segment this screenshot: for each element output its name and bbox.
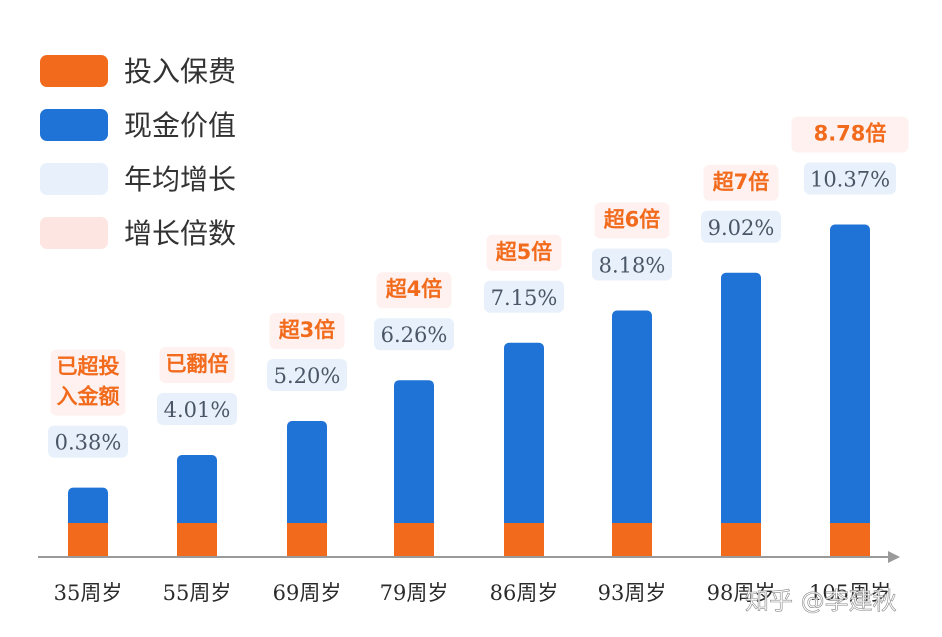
multiple-bubble <box>791 116 909 153</box>
x-tick-label: 69周岁 <box>273 581 342 605</box>
multiple-bubble <box>703 164 779 201</box>
bar-cash-value-5 <box>504 342 544 531</box>
growth-multiple-label: 超7倍 <box>713 170 770 194</box>
annual-growth-label: 6.26% <box>381 323 448 347</box>
growth-bubble <box>48 425 128 458</box>
growth-bubble <box>804 162 896 195</box>
x-tick-label: 105周岁 <box>809 581 891 605</box>
bar-premium-2 <box>177 523 217 557</box>
bar-cash-value-4 <box>394 380 434 531</box>
multiple-bubble <box>594 202 670 239</box>
x-axis-labels: 35周岁 55周岁 69周岁 79周岁 86周岁 93周岁 98周岁 105周岁 <box>54 581 891 605</box>
growth-bubble <box>157 393 237 425</box>
multiple-bubble <box>159 347 235 383</box>
multiple-bubble <box>50 349 126 416</box>
growth-multiple-label: 超6倍 <box>604 208 661 232</box>
growth-bubble <box>484 280 564 313</box>
growth-multiple-label: 超3倍 <box>279 318 336 342</box>
annual-growth-label: 4.01% <box>164 398 231 422</box>
bar-cash-value-7 <box>721 272 761 531</box>
bar-premium-6 <box>612 523 652 557</box>
legend-label-1: 投入保费 <box>124 55 236 88</box>
x-tick-label: 79周岁 <box>380 581 449 605</box>
bar-premium-5 <box>504 523 544 557</box>
x-tick-label: 93周岁 <box>598 581 667 605</box>
growth-multiple-label: 超5倍 <box>496 240 553 264</box>
bar-cash-value-8 <box>830 224 870 532</box>
legend-label-4: 增长倍数 <box>124 217 236 250</box>
bar-cash-value-1 <box>68 487 108 531</box>
growth-bubble <box>374 318 454 351</box>
bar-premium-4 <box>394 523 434 557</box>
annual-growth-label: 10.37% <box>810 167 890 191</box>
growth-bubble <box>592 248 672 281</box>
x-tick-label: 86周岁 <box>490 581 559 605</box>
multiple-bubble <box>486 234 562 271</box>
x-tick-label: 35周岁 <box>54 581 123 605</box>
x-tick-label: 55周岁 <box>163 581 232 605</box>
x-tick-label: 98周岁 <box>707 581 776 605</box>
bar-premium-7 <box>721 523 761 557</box>
bar-premium-8 <box>830 523 870 557</box>
bar-cash-value-3 <box>287 421 327 531</box>
annual-growth-label: 9.02% <box>708 216 775 240</box>
legend-swatch-1 <box>40 55 108 87</box>
multiple-bubble <box>269 313 345 349</box>
growth-multiple-label: 入金额 <box>57 385 120 409</box>
legend-label-2: 现金价值 <box>124 109 236 142</box>
bar-premium-3 <box>287 523 327 557</box>
growth-bubble <box>267 359 347 391</box>
bar-premium-1 <box>68 523 108 557</box>
legend-swatch-2 <box>40 109 108 141</box>
watermark: 知乎 @李建秋 <box>745 587 897 615</box>
annual-growth-label: 5.20% <box>274 364 341 388</box>
growth-multiple-label: 超4倍 <box>386 277 443 301</box>
growth-multiple-label: 8.78倍 <box>814 121 887 145</box>
bar-cash-value-6 <box>612 310 652 531</box>
x-axis-arrow <box>888 551 900 563</box>
bars <box>68 224 870 557</box>
growth-multiple-label: 已超投 <box>57 355 120 379</box>
growth-bubble <box>701 210 781 243</box>
bar-cash-value-2 <box>177 455 217 531</box>
legend-swatch-3 <box>40 163 108 195</box>
annual-growth-label: 0.38% <box>55 431 122 455</box>
multiple-bubble <box>376 272 452 309</box>
annual-growth-label: 7.15% <box>491 286 558 310</box>
growth-multiple-label: 已翻倍 <box>166 352 229 376</box>
legend-label-3: 年均增长 <box>124 163 236 196</box>
legend-swatch-4 <box>40 217 108 249</box>
annual-growth-label: 8.18% <box>599 254 666 278</box>
